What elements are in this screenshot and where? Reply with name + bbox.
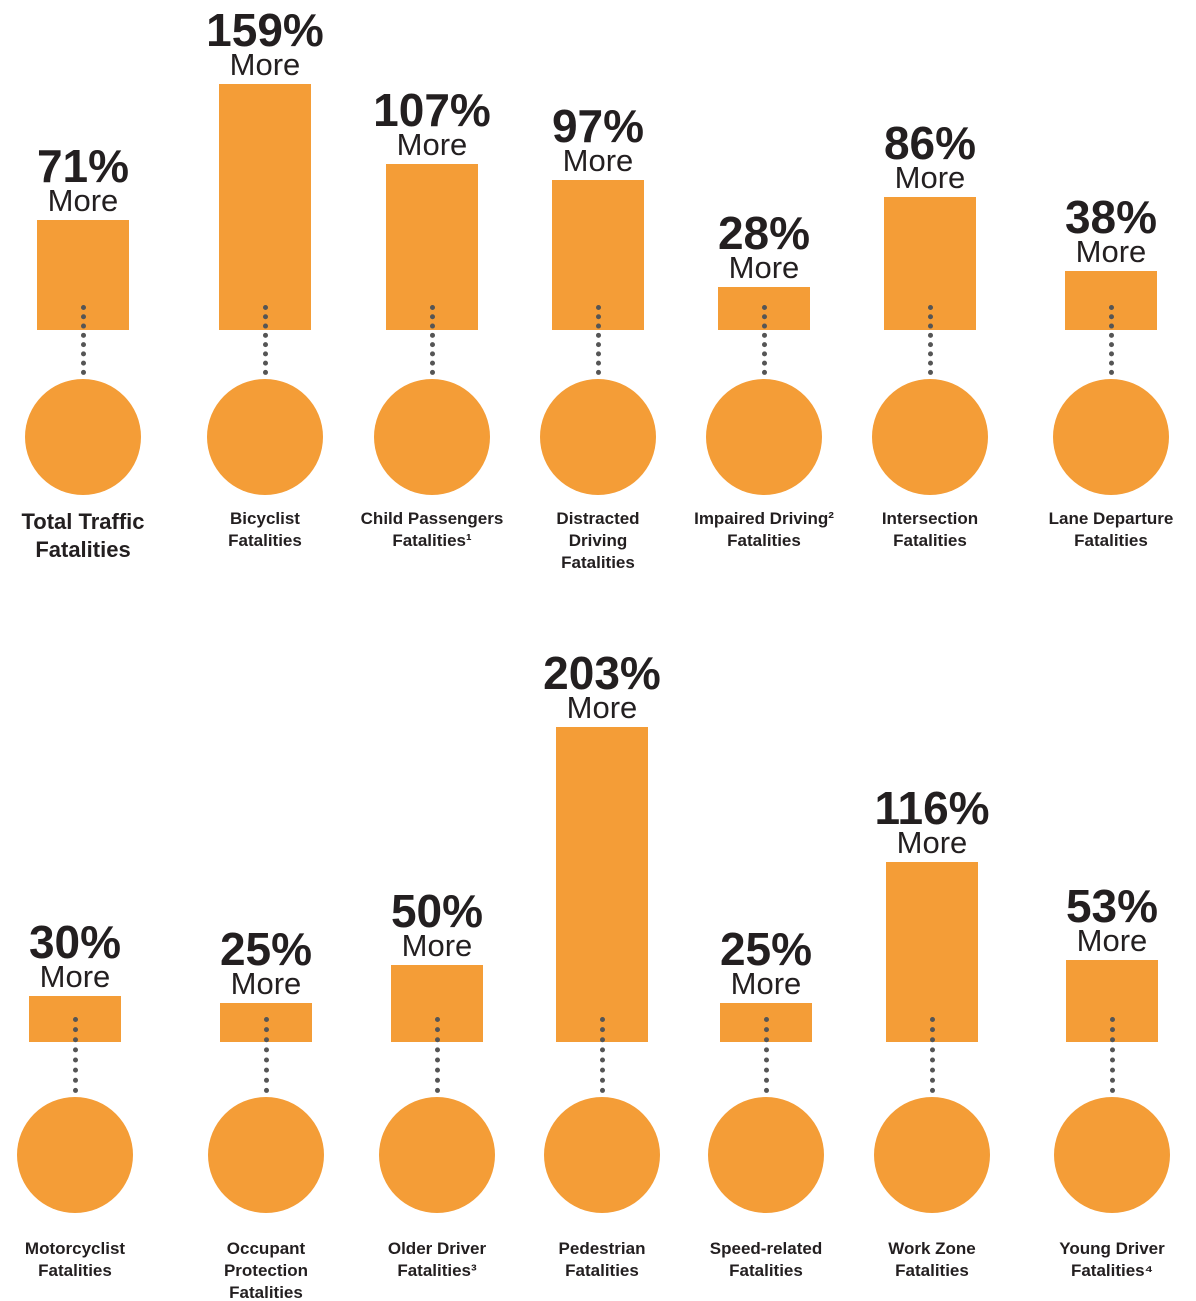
more-label: More bbox=[894, 159, 966, 195]
value-label: 28% More bbox=[664, 206, 864, 285]
connector bbox=[1110, 1017, 1115, 1093]
more-label: More bbox=[47, 182, 119, 218]
bar bbox=[552, 179, 644, 330]
category-label: Child Passengers Fatalities¹ bbox=[360, 509, 504, 550]
connector bbox=[600, 1017, 605, 1093]
value-number: 50% bbox=[390, 884, 484, 937]
value-label: 86% More bbox=[830, 116, 1030, 195]
connector bbox=[764, 1017, 769, 1093]
icon-circle bbox=[1054, 1097, 1170, 1213]
category-label: Impaired Driving² Fatalities bbox=[694, 509, 834, 550]
bar bbox=[219, 83, 311, 330]
category-label: Total Traffic Fatalities bbox=[21, 509, 145, 562]
icon-circle bbox=[540, 379, 656, 495]
category-label: Pedestrian Fatalities bbox=[558, 1239, 646, 1280]
icon-circle bbox=[25, 379, 141, 495]
value-number: 28% bbox=[717, 206, 811, 259]
more-label: More bbox=[401, 927, 473, 963]
value-number: 159% bbox=[206, 3, 324, 56]
value-number: 116% bbox=[874, 782, 990, 835]
value-number: 71% bbox=[36, 139, 130, 192]
connector bbox=[264, 1017, 269, 1093]
value-label: 203% More bbox=[502, 647, 702, 726]
more-label: More bbox=[39, 958, 111, 994]
category-label: Bicyclist Fatalities bbox=[228, 509, 302, 550]
value-label: 30% More bbox=[0, 915, 175, 994]
more-label: More bbox=[1076, 922, 1148, 958]
value-number: 38% bbox=[1064, 191, 1158, 244]
value-label: 50% More bbox=[337, 884, 537, 963]
connector bbox=[930, 1017, 935, 1093]
bar bbox=[556, 727, 648, 1042]
value-label: 116% More bbox=[832, 782, 1032, 861]
icon-circle bbox=[207, 379, 323, 495]
icon-circle bbox=[708, 1097, 824, 1213]
bar bbox=[386, 164, 478, 330]
value-label: 25% More bbox=[666, 923, 866, 1002]
value-number: 30% bbox=[28, 915, 122, 968]
value-label: 25% More bbox=[166, 923, 366, 1002]
icon-circle bbox=[706, 379, 822, 495]
value-label: 38% More bbox=[1011, 191, 1196, 270]
value-number: 203% bbox=[543, 647, 661, 700]
connector bbox=[81, 305, 86, 375]
icon-circle bbox=[1053, 379, 1169, 495]
more-label: More bbox=[1075, 234, 1147, 270]
connector bbox=[430, 305, 435, 375]
connector bbox=[1109, 305, 1114, 375]
icon-circle bbox=[17, 1097, 133, 1213]
category-label: Motorcyclist Fatalities bbox=[24, 1239, 126, 1280]
connector bbox=[928, 305, 933, 375]
icon-circle bbox=[544, 1097, 660, 1213]
value-number: 86% bbox=[883, 116, 977, 169]
icon-circle bbox=[379, 1097, 495, 1213]
value-number: 97% bbox=[551, 99, 645, 152]
category-label: Lane Departure Fatalities bbox=[1048, 509, 1174, 550]
value-label: 159% More bbox=[165, 3, 365, 82]
value-number: 107% bbox=[373, 84, 491, 137]
more-label: More bbox=[229, 46, 301, 82]
more-label: More bbox=[730, 966, 802, 1002]
category-label: Speed-related Fatalities bbox=[709, 1239, 823, 1280]
more-label: More bbox=[230, 966, 302, 1002]
value-label: 71% More bbox=[0, 139, 183, 218]
connector bbox=[596, 305, 601, 375]
connector bbox=[762, 305, 767, 375]
value-number: 25% bbox=[719, 923, 813, 976]
icon-circle bbox=[874, 1097, 990, 1213]
category-label: Occupant Protection Fatalities bbox=[223, 1239, 309, 1301]
connector bbox=[263, 305, 268, 375]
category-label: Distracted Driving Fatalities bbox=[556, 509, 640, 572]
more-label: More bbox=[728, 249, 800, 285]
more-label: More bbox=[566, 690, 638, 726]
value-label: 53% More bbox=[1012, 879, 1196, 958]
category-label: Young Driver Fatalities⁴ bbox=[1059, 1239, 1165, 1280]
value-number: 53% bbox=[1065, 879, 1159, 932]
icon-circle bbox=[208, 1097, 324, 1213]
category-label: Work Zone Fatalities bbox=[888, 1239, 976, 1280]
connector bbox=[435, 1017, 440, 1093]
more-label: More bbox=[896, 825, 968, 861]
icon-circle bbox=[374, 379, 490, 495]
category-label: Older Driver Fatalities³ bbox=[387, 1239, 487, 1280]
icon-circle bbox=[872, 379, 988, 495]
value-number: 25% bbox=[219, 923, 313, 976]
connector bbox=[73, 1017, 78, 1093]
value-label: 107% More bbox=[332, 84, 532, 163]
bar bbox=[886, 862, 978, 1042]
value-label: 97% More bbox=[498, 99, 698, 178]
more-label: More bbox=[562, 142, 634, 178]
category-label: Intersection Fatalities bbox=[881, 509, 979, 550]
more-label: More bbox=[396, 127, 468, 163]
